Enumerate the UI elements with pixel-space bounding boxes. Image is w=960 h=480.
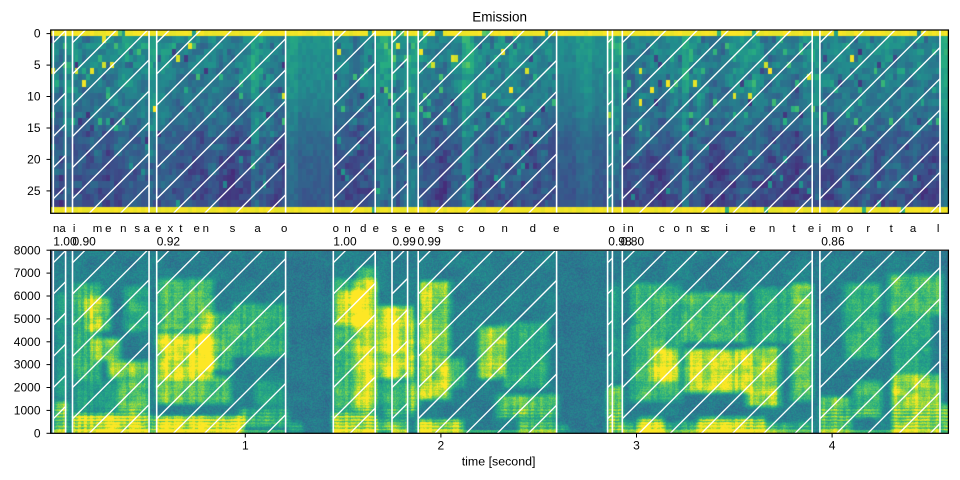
svg-text:e: e xyxy=(404,223,410,235)
svg-text:s: s xyxy=(391,223,397,235)
svg-text:a: a xyxy=(59,223,66,235)
svg-text:0.98: 0.98 xyxy=(608,234,632,248)
svg-text:a: a xyxy=(910,223,917,235)
svg-text:e: e xyxy=(105,223,111,235)
svg-text:e: e xyxy=(419,223,425,235)
svg-text:0.86: 0.86 xyxy=(821,234,845,248)
svg-text:m: m xyxy=(93,223,103,235)
svg-text:d: d xyxy=(530,223,536,235)
svg-text:7000: 7000 xyxy=(14,266,41,280)
svg-text:4000: 4000 xyxy=(14,335,41,349)
svg-text:1.00: 1.00 xyxy=(53,234,77,248)
svg-text:2: 2 xyxy=(438,438,445,452)
svg-text:15: 15 xyxy=(27,121,41,135)
svg-text:e: e xyxy=(373,223,379,235)
svg-text:1: 1 xyxy=(242,438,249,452)
svg-text:5: 5 xyxy=(34,58,41,72)
svg-text:time [second]: time [second] xyxy=(462,455,536,469)
svg-text:n: n xyxy=(627,223,633,235)
svg-text:0.99: 0.99 xyxy=(418,234,442,248)
svg-text:n: n xyxy=(53,223,59,235)
svg-text:20: 20 xyxy=(27,153,41,167)
svg-text:x: x xyxy=(167,223,173,235)
svg-text:e: e xyxy=(194,223,200,235)
svg-text:c: c xyxy=(659,223,665,235)
svg-text:t: t xyxy=(179,223,183,235)
svg-text:a: a xyxy=(254,223,261,235)
svg-text:n: n xyxy=(203,223,209,235)
svg-text:e: e xyxy=(749,223,755,235)
svg-text:n: n xyxy=(769,223,775,235)
svg-text:o: o xyxy=(609,223,615,235)
svg-text:r: r xyxy=(866,223,870,235)
svg-text:s: s xyxy=(134,223,140,235)
svg-text:6000: 6000 xyxy=(14,289,41,303)
svg-text:o: o xyxy=(674,223,680,235)
svg-text:2000: 2000 xyxy=(14,381,41,395)
svg-text:e: e xyxy=(808,223,814,235)
svg-text:Emission: Emission xyxy=(472,9,527,24)
svg-text:s: s xyxy=(438,223,444,235)
svg-text:25: 25 xyxy=(27,184,41,198)
svg-text:i: i xyxy=(623,223,626,235)
svg-text:s: s xyxy=(230,223,236,235)
svg-text:t: t xyxy=(890,223,894,235)
svg-text:o: o xyxy=(847,223,853,235)
svg-text:0.99: 0.99 xyxy=(393,234,417,248)
svg-text:t: t xyxy=(792,223,796,235)
svg-text:0: 0 xyxy=(34,27,41,41)
svg-text:3: 3 xyxy=(633,438,640,452)
svg-text:i: i xyxy=(725,223,728,235)
svg-text:m: m xyxy=(831,223,841,235)
svg-text:4: 4 xyxy=(829,438,836,452)
svg-text:e: e xyxy=(155,223,161,235)
svg-text:n: n xyxy=(502,223,508,235)
svg-text:0.80: 0.80 xyxy=(621,234,645,248)
svg-text:o: o xyxy=(479,223,485,235)
svg-text:3000: 3000 xyxy=(14,358,41,372)
svg-text:0.92: 0.92 xyxy=(157,234,181,248)
svg-text:0: 0 xyxy=(34,426,41,440)
svg-text:1.00: 1.00 xyxy=(333,234,357,248)
svg-text:0.90: 0.90 xyxy=(73,234,97,248)
svg-text:n: n xyxy=(120,223,126,235)
svg-text:o: o xyxy=(333,223,339,235)
svg-text:1000: 1000 xyxy=(14,404,41,418)
svg-text:e: e xyxy=(553,223,559,235)
svg-text:s: s xyxy=(700,223,706,235)
svg-text:n: n xyxy=(686,223,692,235)
svg-text:n: n xyxy=(344,223,350,235)
svg-text:o: o xyxy=(281,223,287,235)
svg-text:c: c xyxy=(458,223,464,235)
svg-text:10: 10 xyxy=(27,90,41,104)
svg-text:l: l xyxy=(937,223,940,235)
svg-text:8000: 8000 xyxy=(14,243,41,257)
svg-text:d: d xyxy=(360,223,366,235)
svg-text:i: i xyxy=(819,223,822,235)
svg-text:a: a xyxy=(144,223,151,235)
svg-text:c: c xyxy=(704,223,710,235)
svg-text:5000: 5000 xyxy=(14,312,41,326)
svg-text:i: i xyxy=(73,223,76,235)
